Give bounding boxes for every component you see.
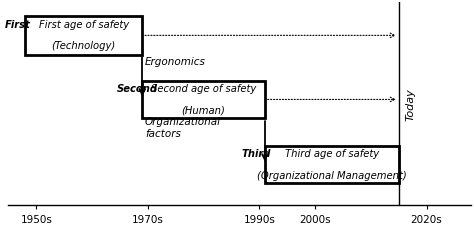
Text: Organizational
factors: Organizational factors bbox=[145, 117, 221, 138]
Text: Ergonomics: Ergonomics bbox=[145, 57, 206, 67]
FancyBboxPatch shape bbox=[265, 147, 399, 183]
Text: (Technology): (Technology) bbox=[52, 41, 116, 51]
Text: (Organizational Management): (Organizational Management) bbox=[257, 170, 407, 180]
Text: Third age of safety: Third age of safety bbox=[285, 148, 379, 158]
Text: Second: Second bbox=[117, 84, 158, 94]
FancyBboxPatch shape bbox=[25, 17, 142, 55]
Text: Third: Third bbox=[242, 148, 271, 158]
Text: First age of safety: First age of safety bbox=[39, 20, 129, 30]
Text: First age of safety: First age of safety bbox=[39, 20, 129, 30]
Text: Third age of safety: Third age of safety bbox=[285, 148, 379, 158]
Text: (Human): (Human) bbox=[182, 105, 226, 115]
FancyBboxPatch shape bbox=[142, 82, 265, 118]
Text: First: First bbox=[5, 20, 30, 30]
Text: Second age of safety: Second age of safety bbox=[151, 84, 256, 94]
Text: Second age of safety: Second age of safety bbox=[151, 84, 256, 94]
Text: Today: Today bbox=[405, 88, 415, 120]
